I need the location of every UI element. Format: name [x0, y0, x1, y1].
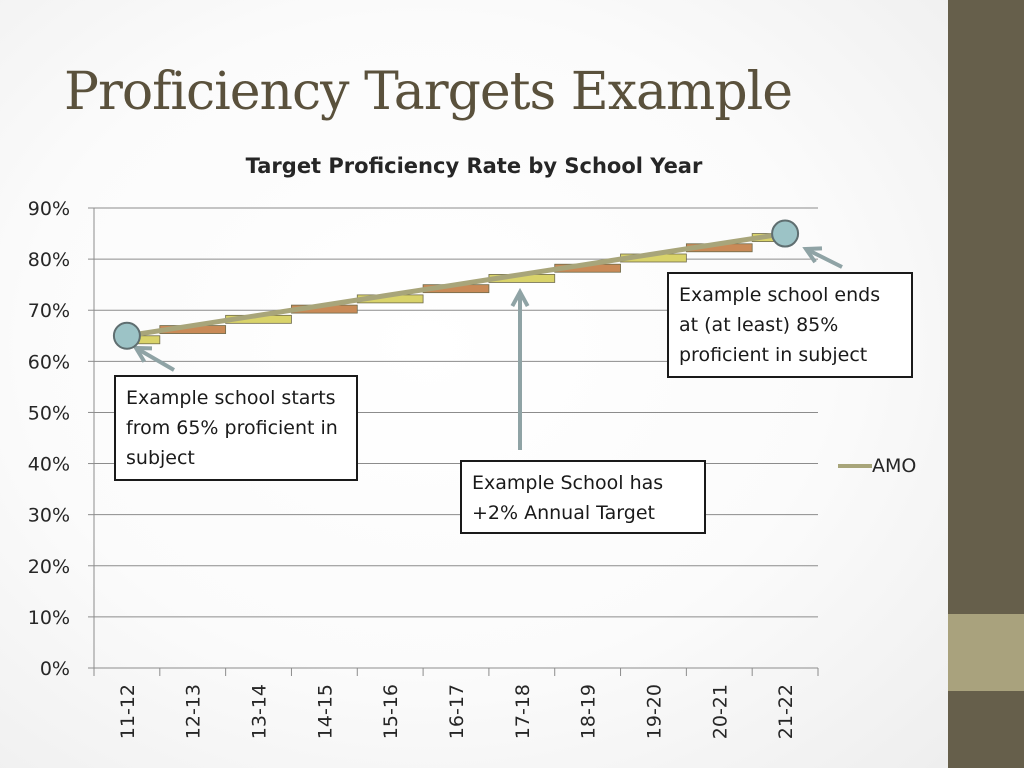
- chart-legend: AMO: [838, 455, 916, 477]
- start-arrow-head: [132, 345, 153, 363]
- y-tick-label: 50%: [28, 402, 70, 424]
- annual-target-callout: Example School has +2% Annual Target: [460, 460, 706, 534]
- axis-layer: 0% 10% 20% 30% 40% 50% 60% 70% 80% 90% 11-12 12-13 1…: [28, 198, 819, 739]
- legend-label-amo: AMO: [872, 455, 917, 477]
- y-tick-label: 90%: [28, 198, 70, 220]
- end-callout-text: Example school ends at (at least) 85% pr…: [679, 284, 881, 366]
- x-tick-label: 15-16: [380, 684, 402, 739]
- slide-title: Proficiency Targets Example: [64, 62, 793, 122]
- annual-arrow-head: [510, 287, 530, 308]
- endpoint-markers: [112, 219, 800, 350]
- callout-arrows: [132, 246, 843, 450]
- y-tick-label: 60%: [28, 351, 70, 373]
- end-callout: Example school ends at (at least) 85% pr…: [667, 272, 913, 378]
- end-arrow-head: [802, 246, 823, 264]
- y-tick-label: 40%: [28, 454, 70, 476]
- start-arrow-shaft: [134, 346, 176, 372]
- x-tick-label: 14-15: [314, 684, 336, 739]
- end-point-marker: [771, 219, 800, 248]
- start-callout-text: Example school starts from 65% proficien…: [126, 387, 338, 469]
- x-tick-label: 11-12: [117, 684, 139, 739]
- chart-title: Target Proficiency Rate by School Year: [245, 154, 703, 178]
- y-tick-label: 30%: [28, 505, 70, 527]
- x-tick-label: 17-18: [512, 684, 534, 739]
- x-tick-label: 16-17: [446, 684, 468, 739]
- proficiency-chart: 0% 10% 20% 30% 40% 50% 60% 70% 80% 90% 11-12 12-13 1…: [28, 198, 843, 739]
- x-tick-label: 12-13: [183, 684, 205, 739]
- start-point-marker: [112, 321, 141, 350]
- annual-target-callout-text: Example School has +2% Annual Target: [472, 472, 664, 524]
- x-tick-label: 19-20: [643, 684, 665, 739]
- y-tick-label: 0%: [40, 658, 70, 680]
- x-tick-label: 21-22: [775, 684, 797, 739]
- x-tick-label: 13-14: [249, 684, 271, 739]
- amo-series-line: [124, 231, 788, 339]
- end-arrow-shaft: [805, 247, 843, 269]
- y-tick-label: 10%: [28, 607, 70, 629]
- start-callout: Example school starts from 65% proficien…: [114, 375, 358, 481]
- side-accent-block: [948, 614, 1024, 691]
- x-tick-label: 18-19: [578, 684, 600, 739]
- y-tick-label: 20%: [28, 556, 70, 578]
- y-tick-label: 80%: [28, 249, 70, 271]
- amo-line-layer: [124, 231, 788, 339]
- y-tick-label: 70%: [28, 300, 70, 322]
- legend-line-swatch: [838, 464, 872, 468]
- x-tick-label: 20-21: [709, 684, 731, 739]
